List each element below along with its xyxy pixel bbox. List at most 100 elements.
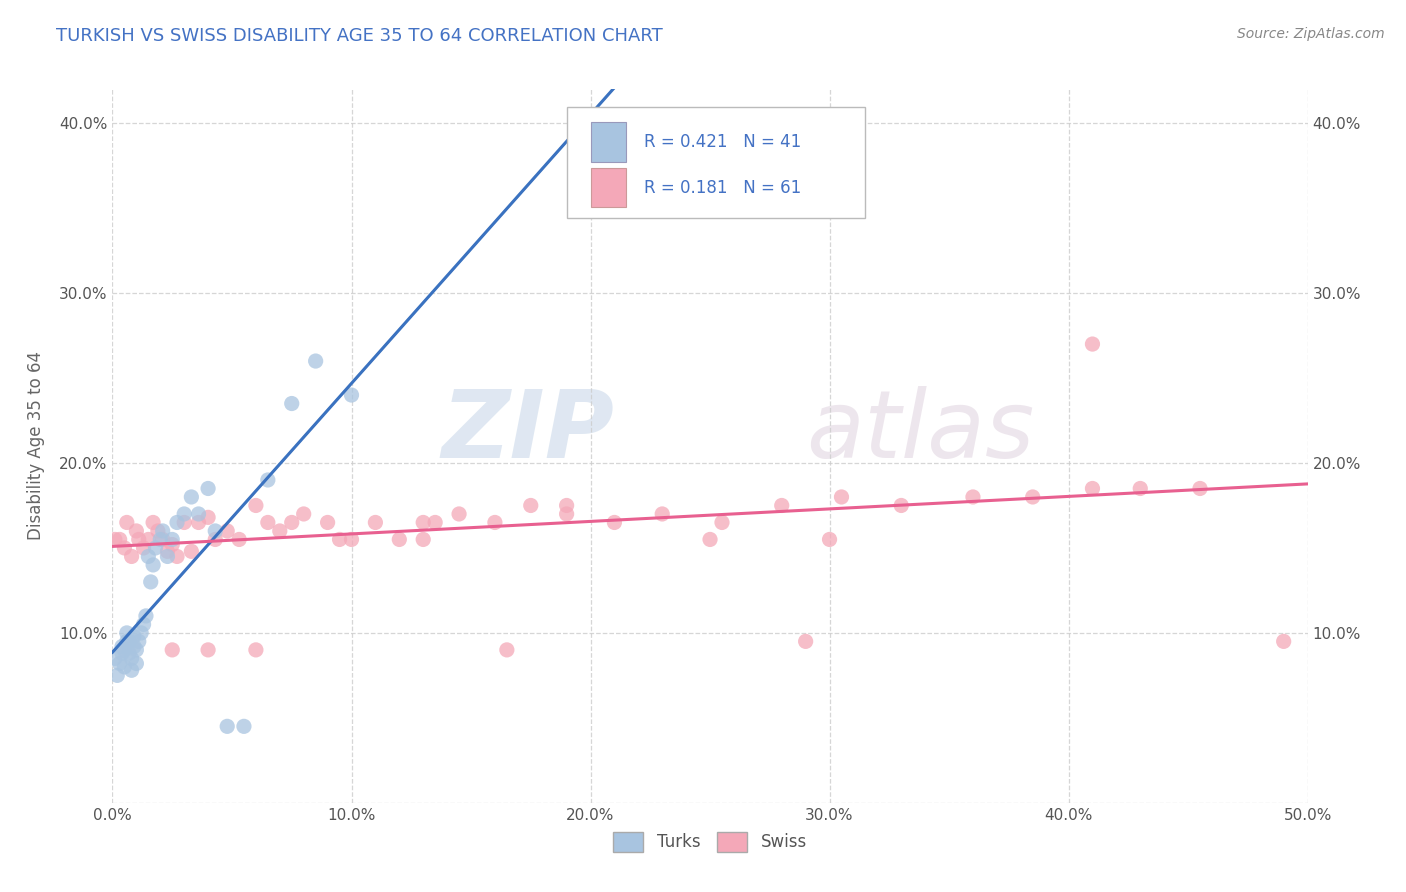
Point: [115, 516, 138, 530]
FancyBboxPatch shape: [591, 168, 627, 207]
FancyBboxPatch shape: [591, 122, 627, 161]
Point: [257, 516, 280, 530]
Point: [149, 533, 172, 547]
Point: [388, 533, 411, 547]
Point: [156, 549, 179, 564]
Point: [166, 516, 188, 530]
Point: [125, 643, 148, 657]
Point: [162, 537, 183, 551]
Point: [145, 541, 167, 555]
Point: [520, 499, 543, 513]
Point: [962, 490, 984, 504]
Point: [115, 626, 138, 640]
Point: [104, 533, 127, 547]
Point: [425, 516, 447, 530]
Point: [197, 643, 219, 657]
Point: [305, 354, 328, 368]
Point: [166, 549, 188, 564]
Point: [139, 574, 162, 589]
FancyBboxPatch shape: [567, 107, 866, 218]
Point: [204, 524, 226, 538]
Point: [1022, 490, 1045, 504]
Point: [121, 651, 143, 665]
Point: [138, 549, 160, 564]
Point: [114, 643, 135, 657]
Point: [292, 507, 315, 521]
Point: [132, 617, 155, 632]
Point: [316, 516, 339, 530]
Point: [831, 490, 853, 504]
Point: [1081, 337, 1104, 351]
Point: [794, 634, 817, 648]
Point: [340, 533, 363, 547]
Point: [125, 657, 148, 671]
Point: [114, 660, 135, 674]
Point: [603, 516, 626, 530]
Point: [197, 510, 219, 524]
Point: [770, 499, 793, 513]
Point: [329, 533, 352, 547]
Point: [132, 541, 155, 555]
Point: [173, 507, 195, 521]
Point: [128, 533, 150, 547]
Point: [699, 533, 721, 547]
Text: R = 0.181   N = 61: R = 0.181 N = 61: [644, 178, 801, 196]
Point: [142, 516, 165, 530]
Y-axis label: Disability Age 35 to 64: Disability Age 35 to 64: [27, 351, 45, 541]
Point: [111, 640, 134, 654]
Text: TURKISH VS SWISS DISABILITY AGE 35 TO 64 CORRELATION CHART: TURKISH VS SWISS DISABILITY AGE 35 TO 64…: [56, 27, 664, 45]
Point: [1129, 482, 1152, 496]
Point: [121, 549, 143, 564]
Point: [496, 643, 519, 657]
Point: [187, 507, 209, 521]
Point: [104, 651, 127, 665]
Point: [146, 524, 169, 538]
Legend: Turks, Swiss: Turks, Swiss: [607, 825, 813, 859]
Point: [555, 499, 578, 513]
Point: [340, 388, 363, 402]
Point: [217, 719, 239, 733]
Point: [204, 533, 226, 547]
Point: [217, 524, 239, 538]
Text: ZIP: ZIP: [441, 385, 614, 478]
Point: [818, 533, 841, 547]
Point: [125, 524, 148, 538]
Text: R = 0.421   N = 41: R = 0.421 N = 41: [644, 133, 801, 151]
Point: [187, 516, 209, 530]
Point: [138, 533, 160, 547]
Point: [1081, 482, 1104, 496]
Point: [128, 634, 150, 648]
Point: [281, 396, 304, 410]
Point: [108, 657, 131, 671]
Point: [197, 482, 219, 496]
Point: [1189, 482, 1212, 496]
Point: [269, 524, 291, 538]
Point: [627, 193, 650, 207]
Point: [118, 646, 141, 660]
Point: [111, 646, 134, 660]
Point: [156, 544, 179, 558]
Point: [281, 516, 304, 530]
Point: [245, 643, 267, 657]
Point: [118, 634, 141, 648]
Point: [364, 516, 387, 530]
Point: [122, 640, 145, 654]
Point: [412, 533, 434, 547]
Point: [135, 608, 157, 623]
Point: [180, 490, 202, 504]
Point: [484, 516, 506, 530]
Point: [129, 626, 152, 640]
Point: [105, 668, 128, 682]
Point: [447, 507, 470, 521]
Text: atlas: atlas: [806, 386, 1033, 477]
Point: [173, 516, 195, 530]
Point: [233, 719, 256, 733]
Point: [245, 499, 267, 513]
Point: [180, 544, 202, 558]
Point: [122, 629, 145, 643]
Point: [152, 533, 174, 547]
Point: [555, 507, 578, 521]
Point: [228, 533, 250, 547]
Point: [121, 663, 143, 677]
Text: Source: ZipAtlas.com: Source: ZipAtlas.com: [1237, 27, 1385, 41]
